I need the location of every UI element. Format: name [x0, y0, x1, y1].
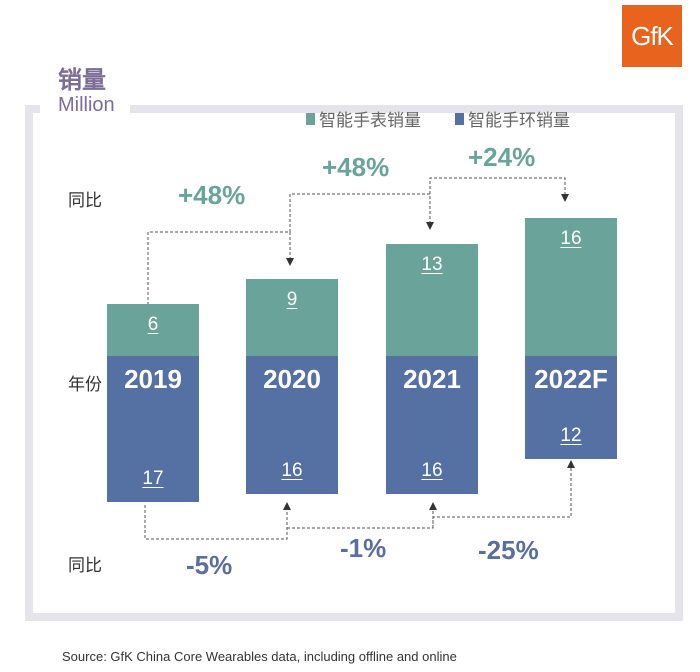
connector-band-1 [144, 502, 291, 540]
row-label-yoy-bottom: 同比 [68, 556, 102, 576]
legend-swatch [455, 112, 464, 125]
yoy-watch-label: +24% [468, 142, 536, 172]
legend-item-band: 智能手环销量 [455, 106, 570, 131]
bar-band [246, 356, 338, 494]
connector-watch-2 [289, 193, 434, 232]
bar-band [525, 356, 617, 460]
gfk-logo: GfK [622, 5, 682, 67]
bar-watch [246, 278, 338, 356]
legend-swatch [306, 112, 315, 125]
value-label-band: 16 [281, 459, 303, 481]
unit-label: Million [58, 94, 115, 116]
bar-watch [525, 218, 617, 356]
chart-frame [25, 105, 683, 621]
yoy-band-label: -5% [186, 550, 233, 580]
year-label: 2019 [124, 364, 182, 394]
connector-watch-3 [429, 177, 569, 202]
legend-item-watch: 智能手表销量 [306, 106, 421, 131]
row-label-yoy-top: 同比 [68, 191, 102, 211]
connector-watch-1 [147, 231, 294, 305]
legend-label: 智能手环销量 [468, 111, 570, 131]
year-label: 2020 [263, 364, 321, 394]
legend-label: 智能手表销量 [319, 111, 421, 131]
year-label: 2022F [534, 364, 608, 394]
bar-band [386, 356, 478, 494]
bar-band [107, 356, 199, 503]
value-label-watch: 9 [286, 288, 298, 310]
chart-title: 销量 [58, 66, 106, 94]
value-label-band: 12 [560, 425, 582, 447]
value-label-watch: 16 [560, 228, 582, 250]
value-label-watch: 6 [147, 314, 159, 336]
yoy-band-label: -1% [340, 533, 387, 563]
year-label: 2021 [403, 364, 461, 394]
yoy-watch-label: +48% [178, 180, 246, 210]
value-label-band: 16 [421, 459, 443, 481]
bar-watch [386, 244, 478, 356]
frame-gap [40, 100, 130, 120]
row-label-year: 年份 [68, 375, 102, 395]
yoy-band-label: -25% [478, 535, 539, 565]
bar-watch [107, 304, 199, 356]
value-label-watch: 13 [421, 254, 443, 276]
connector-band-3 [432, 460, 575, 528]
value-label-band: 17 [142, 468, 164, 490]
source-note: Source: GfK China Core Wearables data, i… [62, 649, 457, 664]
yoy-watch-label: +48% [322, 152, 390, 182]
